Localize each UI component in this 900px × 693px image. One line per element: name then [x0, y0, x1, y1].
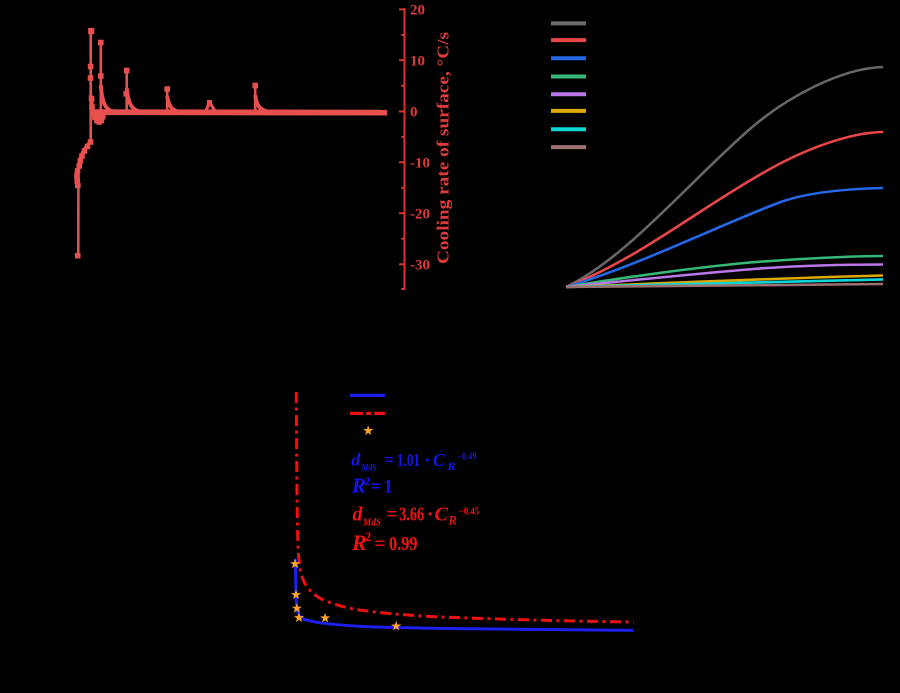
svg-text:2: 2: [365, 530, 371, 544]
svg-text:0: 0: [410, 105, 418, 121]
svg-text:·: ·: [427, 504, 434, 526]
svg-text:R: R: [351, 473, 366, 497]
svg-text:1.01: 1.01: [397, 450, 420, 470]
svg-text:d: d: [352, 450, 361, 470]
svg-text:−0.49: −0.49: [458, 452, 477, 463]
svg-text:-10: -10: [410, 156, 430, 172]
svg-text:−0.45: −0.45: [459, 507, 480, 518]
svg-text:Cooling rate of surface, °C/s: Cooling rate of surface, °C/s: [434, 32, 453, 264]
svg-text:1: 1: [384, 476, 394, 497]
svg-text:-20: -20: [410, 206, 430, 222]
svg-text:MdS: MdS: [362, 518, 381, 529]
svg-text:R: R: [448, 514, 457, 528]
svg-text:C: C: [435, 504, 449, 526]
svg-text:=: =: [374, 533, 385, 555]
svg-text:20: 20: [410, 3, 425, 19]
svg-text:-30: -30: [410, 258, 430, 274]
svg-text:3.66: 3.66: [399, 504, 424, 526]
svg-text:R: R: [447, 459, 456, 473]
svg-text:=: =: [371, 476, 382, 497]
svg-text:=: =: [386, 504, 397, 526]
svg-text:=: =: [384, 450, 394, 470]
svg-text:MdS: MdS: [361, 464, 377, 474]
svg-text:·: ·: [425, 450, 431, 470]
svg-text:R: R: [351, 530, 367, 555]
svg-text:2: 2: [365, 474, 371, 488]
svg-text:C: C: [433, 450, 445, 470]
svg-text:d: d: [353, 504, 364, 526]
svg-text:0.99: 0.99: [389, 533, 418, 555]
svg-text:10: 10: [410, 53, 425, 69]
